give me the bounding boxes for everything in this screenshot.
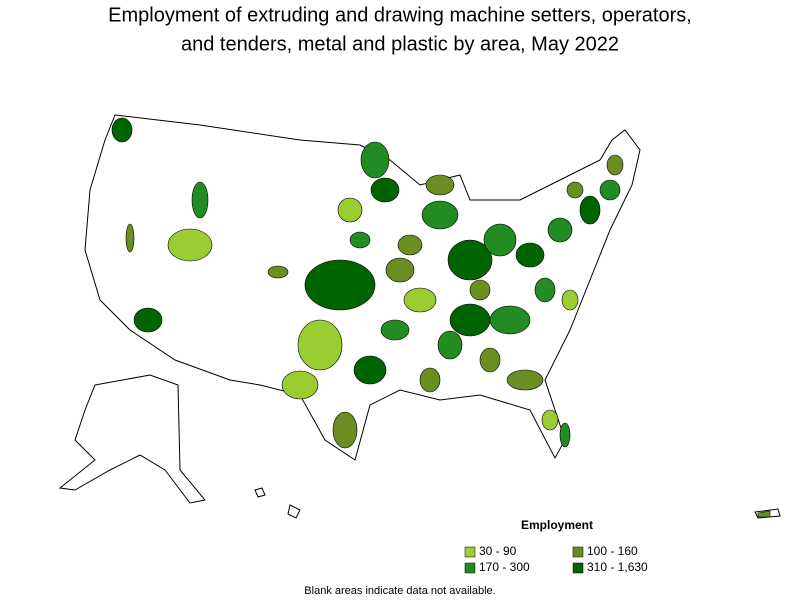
area-patch bbox=[479, 347, 501, 373]
area-patch bbox=[403, 287, 437, 313]
area-patch bbox=[599, 179, 621, 201]
hawaii bbox=[254, 487, 266, 498]
area-patch bbox=[385, 257, 415, 283]
area-patch bbox=[534, 277, 556, 303]
area-patch bbox=[281, 370, 319, 400]
area-patch bbox=[506, 369, 544, 391]
legend-label: 310 - 1,630 bbox=[587, 560, 648, 574]
area-patch bbox=[559, 422, 571, 448]
area-patch bbox=[561, 289, 579, 311]
area-patch bbox=[133, 307, 163, 333]
area-patch bbox=[566, 181, 584, 199]
legend-label: 100 - 160 bbox=[587, 544, 638, 558]
footnote: Blank areas indicate data not available. bbox=[304, 585, 495, 597]
legend-label: 170 - 300 bbox=[479, 560, 530, 574]
map-shapes bbox=[58, 114, 781, 519]
area-patch bbox=[353, 355, 387, 385]
area-patch bbox=[360, 141, 390, 179]
area-patch bbox=[547, 217, 573, 243]
area-patch bbox=[167, 228, 213, 262]
area-patch bbox=[757, 510, 771, 518]
legend-title: Employment bbox=[521, 518, 593, 532]
area-patch bbox=[349, 231, 371, 249]
area-patch bbox=[111, 117, 133, 143]
alaska bbox=[58, 374, 206, 504]
legend-swatch bbox=[464, 546, 476, 558]
area-patch bbox=[380, 319, 410, 341]
area-patch bbox=[541, 409, 559, 431]
area-patch bbox=[483, 223, 517, 257]
title-line: and tenders, metal and plastic by area, … bbox=[181, 33, 619, 55]
legend-label: 30 - 90 bbox=[479, 544, 517, 558]
area-patch bbox=[332, 411, 358, 449]
hawaii bbox=[287, 504, 301, 519]
area-patch bbox=[425, 174, 455, 196]
area-patch bbox=[489, 305, 531, 335]
area-patch bbox=[125, 223, 135, 253]
area-patch bbox=[191, 181, 209, 219]
area-patch bbox=[304, 259, 376, 311]
area-patch bbox=[397, 234, 423, 256]
area-patch bbox=[449, 303, 491, 337]
area-patch bbox=[267, 265, 289, 279]
area-patch bbox=[421, 200, 459, 230]
area-patch bbox=[606, 154, 624, 176]
area-patch bbox=[469, 279, 491, 301]
area-patch bbox=[337, 197, 363, 223]
title-line: Employment of extruding and drawing mach… bbox=[108, 4, 692, 26]
legend-swatch bbox=[464, 562, 476, 574]
area-patch bbox=[447, 239, 493, 281]
area-patch bbox=[515, 242, 545, 268]
legend-swatch bbox=[572, 562, 584, 574]
legend-swatch bbox=[572, 546, 584, 558]
area-patch bbox=[370, 177, 400, 203]
area-patch bbox=[437, 330, 463, 360]
area-patch bbox=[419, 367, 441, 393]
area-patch bbox=[579, 195, 601, 225]
area-patch bbox=[297, 319, 343, 371]
